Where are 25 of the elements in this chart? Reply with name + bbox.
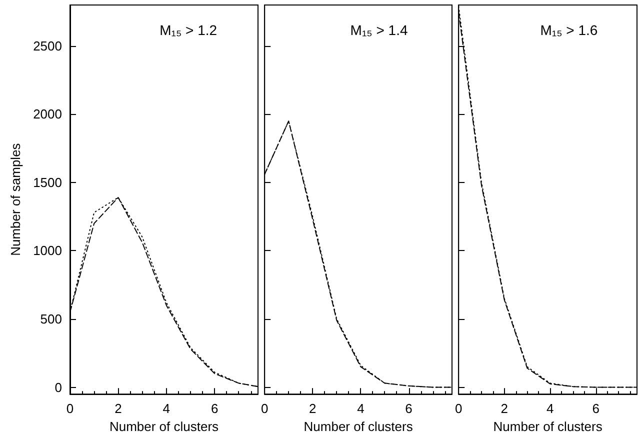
x-tick-label: 2	[309, 401, 316, 416]
y-tick-label: 1500	[33, 174, 62, 190]
x-tick-label: 2	[500, 401, 508, 416]
x-tick-label: 6	[211, 401, 218, 416]
x-axis-title: Number of clusters	[304, 419, 414, 434]
y-tick-label: 500	[40, 312, 62, 327]
x-tick-label: 2	[114, 401, 122, 416]
x-tick-label: 4	[357, 401, 364, 416]
text: M₁₅ > 1.4	[350, 22, 408, 38]
x-axis-title: Number of clusters	[493, 419, 603, 434]
x-axis-title: Number of clusters	[109, 419, 220, 434]
y-tick-label: 2000	[33, 106, 62, 122]
x-tick-label: 6	[592, 401, 600, 416]
y-tick-label: 1000	[33, 243, 62, 258]
x-tick-label: 0	[455, 401, 462, 416]
x-tick-label: 0	[66, 401, 74, 416]
x-tick-label: 4	[546, 401, 554, 416]
y-tick-label: 2500	[33, 38, 62, 54]
y-tick-label: 0	[54, 380, 62, 395]
x-tick-label: 4	[162, 401, 170, 416]
x-tick-label: 0	[261, 401, 268, 416]
y-axis-title: Number of samples	[8, 142, 23, 256]
text: M₁₅ > 1.6	[540, 22, 598, 38]
text: M₁₅ > 1.2	[160, 22, 218, 38]
x-tick-label: 6	[405, 401, 412, 416]
